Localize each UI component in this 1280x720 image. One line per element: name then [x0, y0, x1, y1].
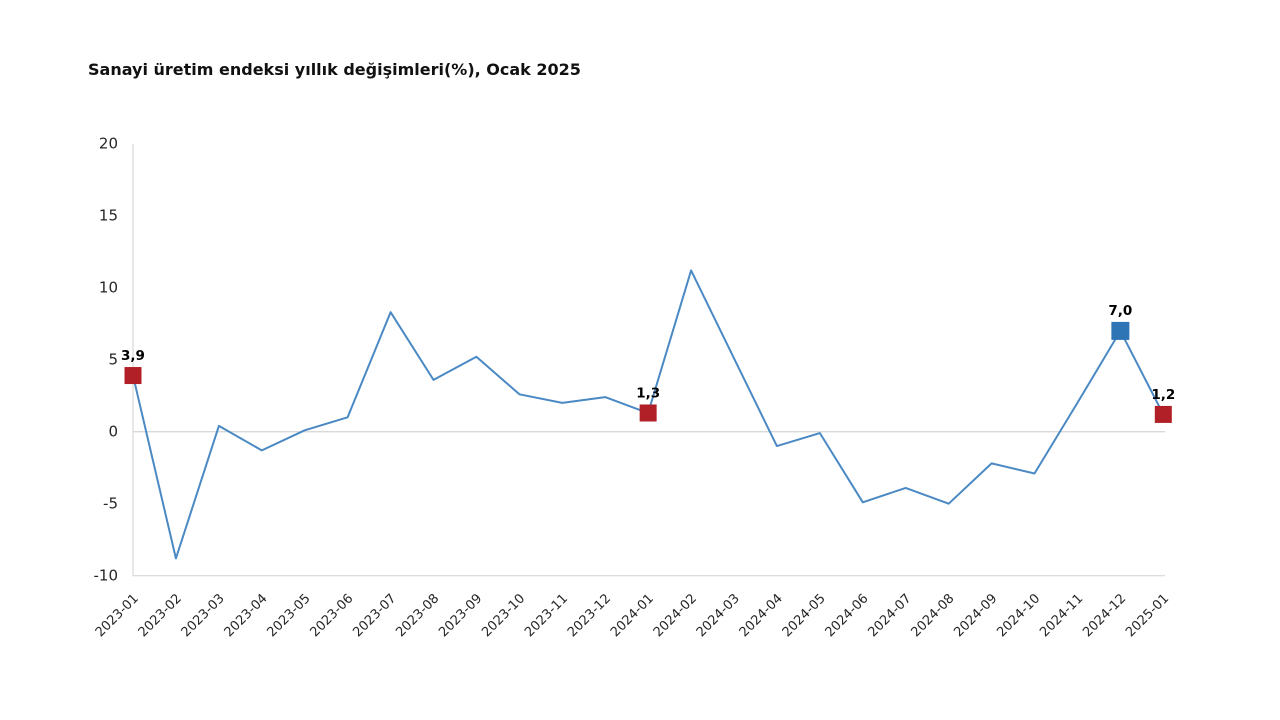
- x-axis-label: 2024-07: [866, 591, 915, 640]
- marker-2024-01: [639, 404, 657, 422]
- x-axis-label: 2024-09: [951, 591, 1000, 640]
- x-axis-label: 2023-02: [136, 591, 185, 640]
- y-axis-label: -10: [94, 567, 119, 585]
- x-axis-label: 2024-08: [908, 591, 957, 640]
- data-label-2024-12: 7,0: [1108, 303, 1132, 319]
- y-axis-label: 20: [99, 135, 118, 153]
- x-axis-label: 2023-11: [522, 591, 571, 640]
- marker-2024-12: [1111, 321, 1130, 340]
- x-axis-label: 2024-04: [737, 591, 786, 640]
- x-axis-label: 2024-11: [1037, 591, 1086, 640]
- y-axis-label: 15: [99, 207, 118, 225]
- x-axis-label: 2023-01: [93, 591, 142, 640]
- y-axis-label: 5: [108, 351, 118, 369]
- x-axis-label: 2024-02: [651, 591, 700, 640]
- x-axis-label: 2024-06: [823, 591, 872, 640]
- x-axis-label: 2024-12: [1080, 591, 1129, 640]
- chart-title: Sanayi üretim endeksi yıllık değişimleri…: [88, 60, 581, 79]
- x-axis-label: 2025-01: [1123, 591, 1172, 640]
- x-axis-label: 2023-06: [307, 591, 356, 640]
- marker-2023-01: [124, 367, 142, 385]
- y-axis-label: 10: [99, 279, 118, 297]
- y-axis-label: -5: [103, 495, 118, 513]
- data-label-2025-01: 1,2: [1151, 387, 1175, 403]
- x-axis-label: 2024-03: [694, 591, 743, 640]
- x-axis-label: 2024-10: [994, 591, 1043, 640]
- x-axis-label: 2024-05: [780, 591, 829, 640]
- x-axis-label: 2023-03: [179, 591, 228, 640]
- y-axis-label: 0: [108, 423, 118, 441]
- x-axis-label: 2023-10: [479, 591, 528, 640]
- data-label-2023-01: 3,9: [121, 348, 145, 364]
- x-axis-label: 2023-12: [565, 591, 614, 640]
- marker-2025-01: [1154, 405, 1172, 423]
- x-axis-label: 2023-09: [436, 591, 485, 640]
- x-axis-label: 2024-01: [608, 591, 657, 640]
- x-axis-label: 2023-07: [350, 591, 399, 640]
- x-axis-label: 2023-04: [222, 591, 271, 640]
- x-axis-label: 2023-05: [265, 591, 314, 640]
- x-axis-label: 2023-08: [393, 591, 442, 640]
- data-label-2024-01: 1,3: [636, 385, 660, 401]
